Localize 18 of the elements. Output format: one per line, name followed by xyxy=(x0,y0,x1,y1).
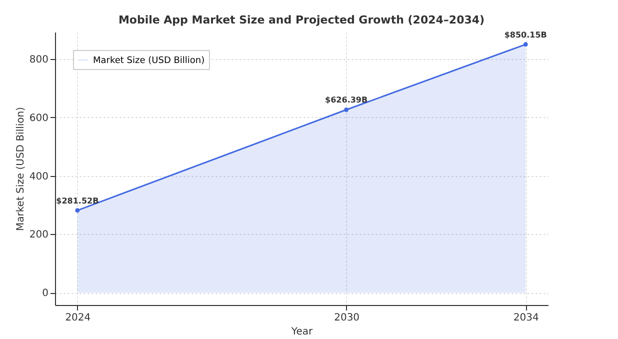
chart-title: Mobile App Market Size and Projected Growth (2024–2034) xyxy=(118,13,485,26)
x-tick-label: 2024 xyxy=(65,312,91,324)
data-label: $626.39B xyxy=(325,96,368,105)
y-tick-label: 200 xyxy=(29,230,48,241)
x-axis-title: Year xyxy=(290,326,314,338)
y-tick-label: 600 xyxy=(29,112,48,124)
point xyxy=(75,208,80,213)
data-label: $850.15B xyxy=(504,30,547,40)
y-axis-title: Market Size (USD Billion) xyxy=(15,106,26,232)
point xyxy=(523,42,528,47)
y-tick-label: 0 xyxy=(42,288,48,300)
point xyxy=(344,108,349,112)
x-tick-label: 2030 xyxy=(334,312,360,324)
y-tick-label: 400 xyxy=(29,171,48,182)
data-label: $281.52B xyxy=(56,196,99,206)
x-tick-label: 2034 xyxy=(513,312,539,324)
y-tick-label: 800 xyxy=(29,54,48,66)
legend-label: Market Size (USD Billion) xyxy=(93,56,205,66)
